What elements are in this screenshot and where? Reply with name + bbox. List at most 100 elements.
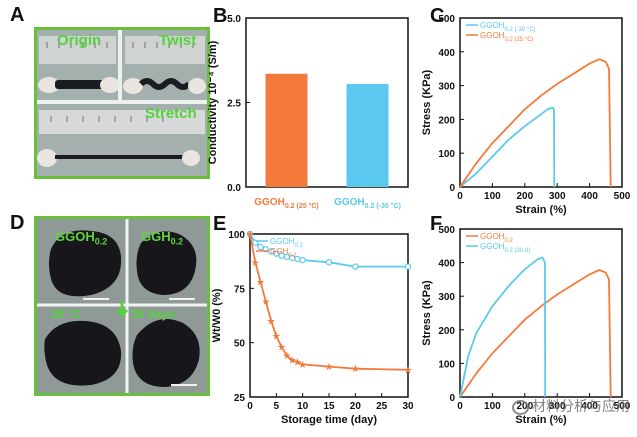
data-point: ★ xyxy=(288,356,297,367)
y-tick-label: 25 xyxy=(234,393,246,404)
x-tick-label: 500 xyxy=(614,401,631,412)
panel-letter-E: E xyxy=(213,213,226,235)
series-line-1 xyxy=(459,256,547,398)
x-tick-label: 30 xyxy=(402,401,414,412)
x-tick-label: 400 xyxy=(581,191,598,202)
y-tick-label: 200 xyxy=(438,326,455,337)
watermark-icon xyxy=(512,399,529,415)
axes-frame xyxy=(459,228,623,398)
chart-b: B 0.0 2.5 5.0 Conductivity 10⁻⁴ (S/m) GGOH0.2… xyxy=(207,5,409,210)
y-tick-label: 500 xyxy=(438,225,455,236)
y-tick-label: 400 xyxy=(438,259,455,270)
x-tick-label: 0 xyxy=(247,401,253,412)
x-tick-label: 0 xyxy=(457,191,463,202)
data-point xyxy=(267,248,275,255)
y-tick-label: 100 xyxy=(438,359,455,370)
x-tick-label: 300 xyxy=(549,191,566,202)
x-tick-label: 400 xyxy=(581,401,598,412)
panel-a-letter: A xyxy=(10,4,25,26)
data-point xyxy=(325,259,333,266)
x-axis-label: Strain (%) xyxy=(515,414,567,426)
y-tick-label: 400 xyxy=(438,48,455,59)
label-duration: 30 days xyxy=(131,307,176,321)
y-tick-label: 0 xyxy=(449,183,455,194)
y-tick-label: 500 xyxy=(438,14,455,25)
data-point: ★ xyxy=(298,360,307,371)
label-twist: Twist xyxy=(159,32,197,49)
bar-1 xyxy=(346,83,389,187)
data-point: ★ xyxy=(261,297,270,308)
y-axis-label: Stress (KPa) xyxy=(421,280,433,346)
data-point xyxy=(352,263,359,270)
data-point: ★ xyxy=(351,364,360,375)
y-tick-label: 300 xyxy=(438,292,455,303)
axes-frame xyxy=(459,17,623,188)
x-tick-label: 20 xyxy=(350,401,362,412)
y-tick-label: 2.5 xyxy=(227,99,241,110)
data-point: ★ xyxy=(404,365,413,376)
panel-a-photo-frame: Origin Twist Stretch xyxy=(34,27,210,179)
panel-d-photo-frame: GGOH0.2 GGH0.2 20 °C 30 days xyxy=(34,216,210,396)
legend-label-1: GGOH0.2 (30 d) xyxy=(480,242,530,254)
y-axis-label: Stress (KPa) xyxy=(421,69,433,135)
x-tick-label: 0 xyxy=(457,401,463,412)
y-tick-label: 100 xyxy=(228,230,245,241)
legend-label-0: GGOH0.2 (-30 °C) xyxy=(480,21,536,33)
x-tick-label: 500 xyxy=(614,191,631,202)
series-line-0 xyxy=(459,106,556,188)
panel-letter-C: C xyxy=(430,5,444,27)
x-axis-label: Storage time (day) xyxy=(281,414,377,426)
data-point: ★ xyxy=(267,316,276,327)
y-tick-label: 50 xyxy=(234,339,246,350)
data-point: ★ xyxy=(277,343,286,354)
panel-letter-B: B xyxy=(213,5,227,27)
y-tick-label: 0.0 xyxy=(227,183,241,194)
chart-c: C 0 100 200 300 400 500 Stress (KPa) 0 100 200 300 4… xyxy=(421,5,631,216)
y-tick-label: 100 xyxy=(438,149,455,160)
legend-label-1: GGOH0.2 (25 °C) xyxy=(480,31,534,43)
y-tick-label: 200 xyxy=(438,115,455,126)
legend-label-0: GGOH0.2 xyxy=(270,237,303,249)
legend-label-0: GGOH0.2 xyxy=(480,232,513,244)
x-tick-label: 15 xyxy=(323,401,335,412)
x-tick-label: 300 xyxy=(549,401,566,412)
data-point xyxy=(257,243,264,251)
series-line-1 xyxy=(249,233,409,371)
x-tick-label: 10 xyxy=(297,401,309,412)
label-ggh: GGH0.2 xyxy=(141,229,184,247)
x-tick-label: 200 xyxy=(516,191,533,202)
x-tick-label: 25 xyxy=(376,401,388,412)
data-point xyxy=(404,263,412,270)
data-point: ★ xyxy=(325,362,334,373)
series-line-1 xyxy=(459,58,612,188)
series-line-0 xyxy=(459,269,612,398)
bar-0 xyxy=(265,73,308,187)
label-ggoh: GGOH0.2 xyxy=(55,229,108,247)
bar-category-label-0: GGOH0.2 (25 °C) xyxy=(254,197,319,210)
data-point: ★ xyxy=(272,332,281,343)
data-point xyxy=(299,256,306,264)
x-tick-label: 5 xyxy=(274,401,280,412)
chart-e: E 25 50 75 100 Wt/W0 (%) 0 5 10 15 20 25 30 Storage t… xyxy=(211,213,414,426)
data-point: ★ xyxy=(293,358,302,369)
data-point xyxy=(273,250,280,257)
y-tick-label: 0 xyxy=(449,393,455,404)
y-axis-label: Conductivity 10⁻⁴ (S/m) xyxy=(207,40,219,164)
panel-a-photo xyxy=(37,30,207,176)
y-tick-label: 300 xyxy=(438,82,455,93)
x-tick-label: 100 xyxy=(484,401,501,412)
panel-letter-F: F xyxy=(430,213,442,235)
data-point: ★ xyxy=(251,258,260,269)
panel-d-photo xyxy=(37,219,207,393)
data-point: ★ xyxy=(246,230,255,241)
legend-label-1: GGH0.2 xyxy=(270,247,297,259)
data-point: ★ xyxy=(282,351,291,362)
x-tick-label: 100 xyxy=(484,191,501,202)
x-axis-label: Strain (%) xyxy=(515,204,567,216)
y-tick-label: 75 xyxy=(234,284,246,295)
y-axis-label: Wt/W0 (%) xyxy=(211,288,223,342)
panel-d-letter: D xyxy=(10,212,25,234)
watermark: 材料分析与应用 xyxy=(512,396,630,416)
